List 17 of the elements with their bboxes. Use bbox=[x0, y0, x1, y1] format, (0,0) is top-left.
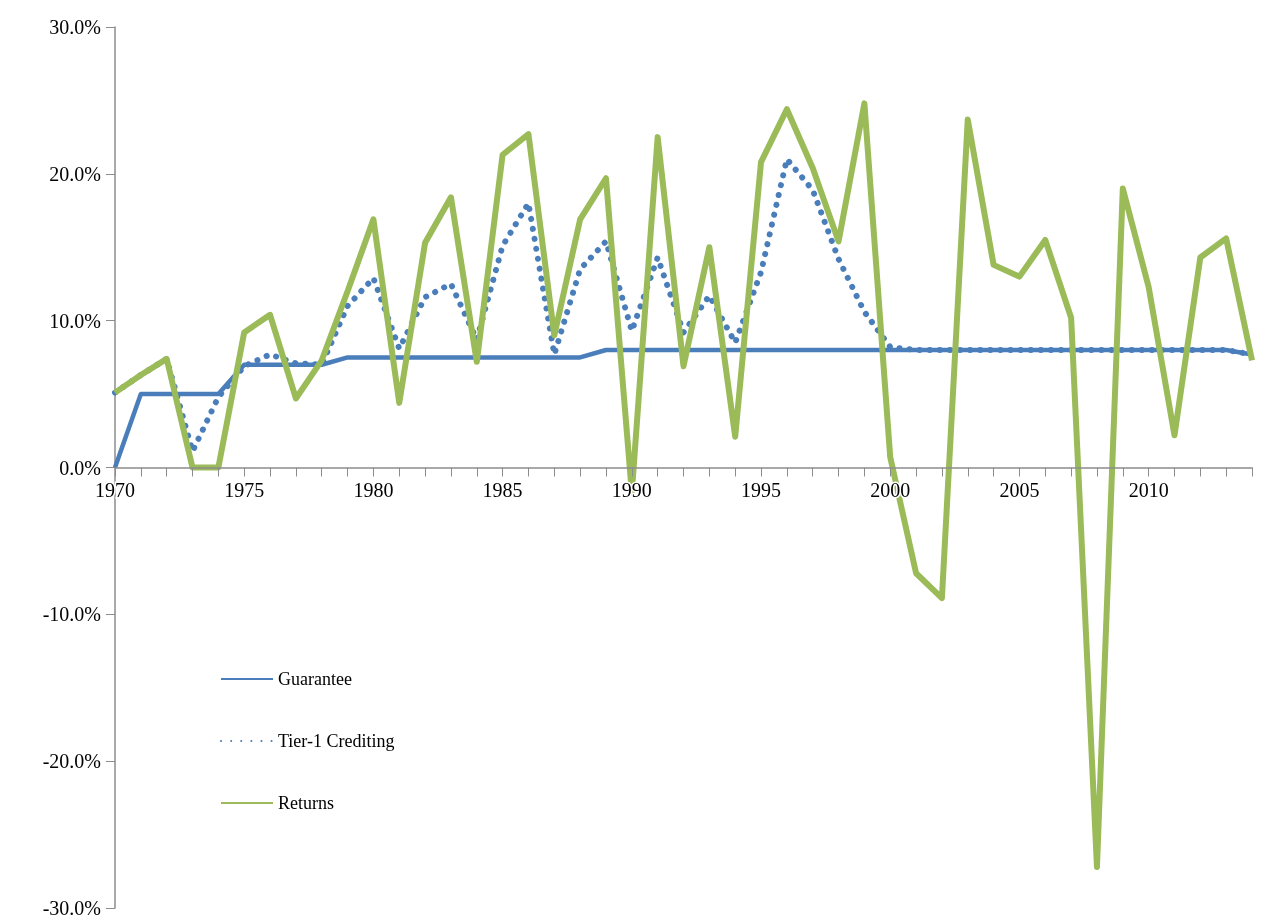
x-tick-label: 1970 bbox=[95, 478, 135, 501]
x-tick-label: 1975 bbox=[224, 478, 265, 501]
x-tick-label: 2010 bbox=[1128, 478, 1169, 501]
y-tick-label: -30.0% bbox=[42, 897, 101, 919]
legend-label: Returns bbox=[278, 793, 334, 813]
y-tick-label: -10.0% bbox=[42, 603, 101, 626]
x-tick-label: 1980 bbox=[353, 478, 394, 501]
x-tick-label: 2005 bbox=[999, 478, 1040, 501]
y-tick-label: -20.0% bbox=[42, 750, 101, 773]
legend-label: Guarantee bbox=[278, 669, 352, 689]
y-tick-label: 0.0% bbox=[59, 456, 101, 479]
legend-label: Tier-1 Crediting bbox=[278, 731, 395, 751]
y-tick-label: 10.0% bbox=[49, 309, 101, 332]
y-tick-label: 30.0% bbox=[49, 16, 101, 38]
x-tick-label: 1985 bbox=[482, 478, 523, 501]
y-tick-label: 20.0% bbox=[49, 162, 101, 185]
x-tick-label: 1995 bbox=[741, 478, 782, 501]
